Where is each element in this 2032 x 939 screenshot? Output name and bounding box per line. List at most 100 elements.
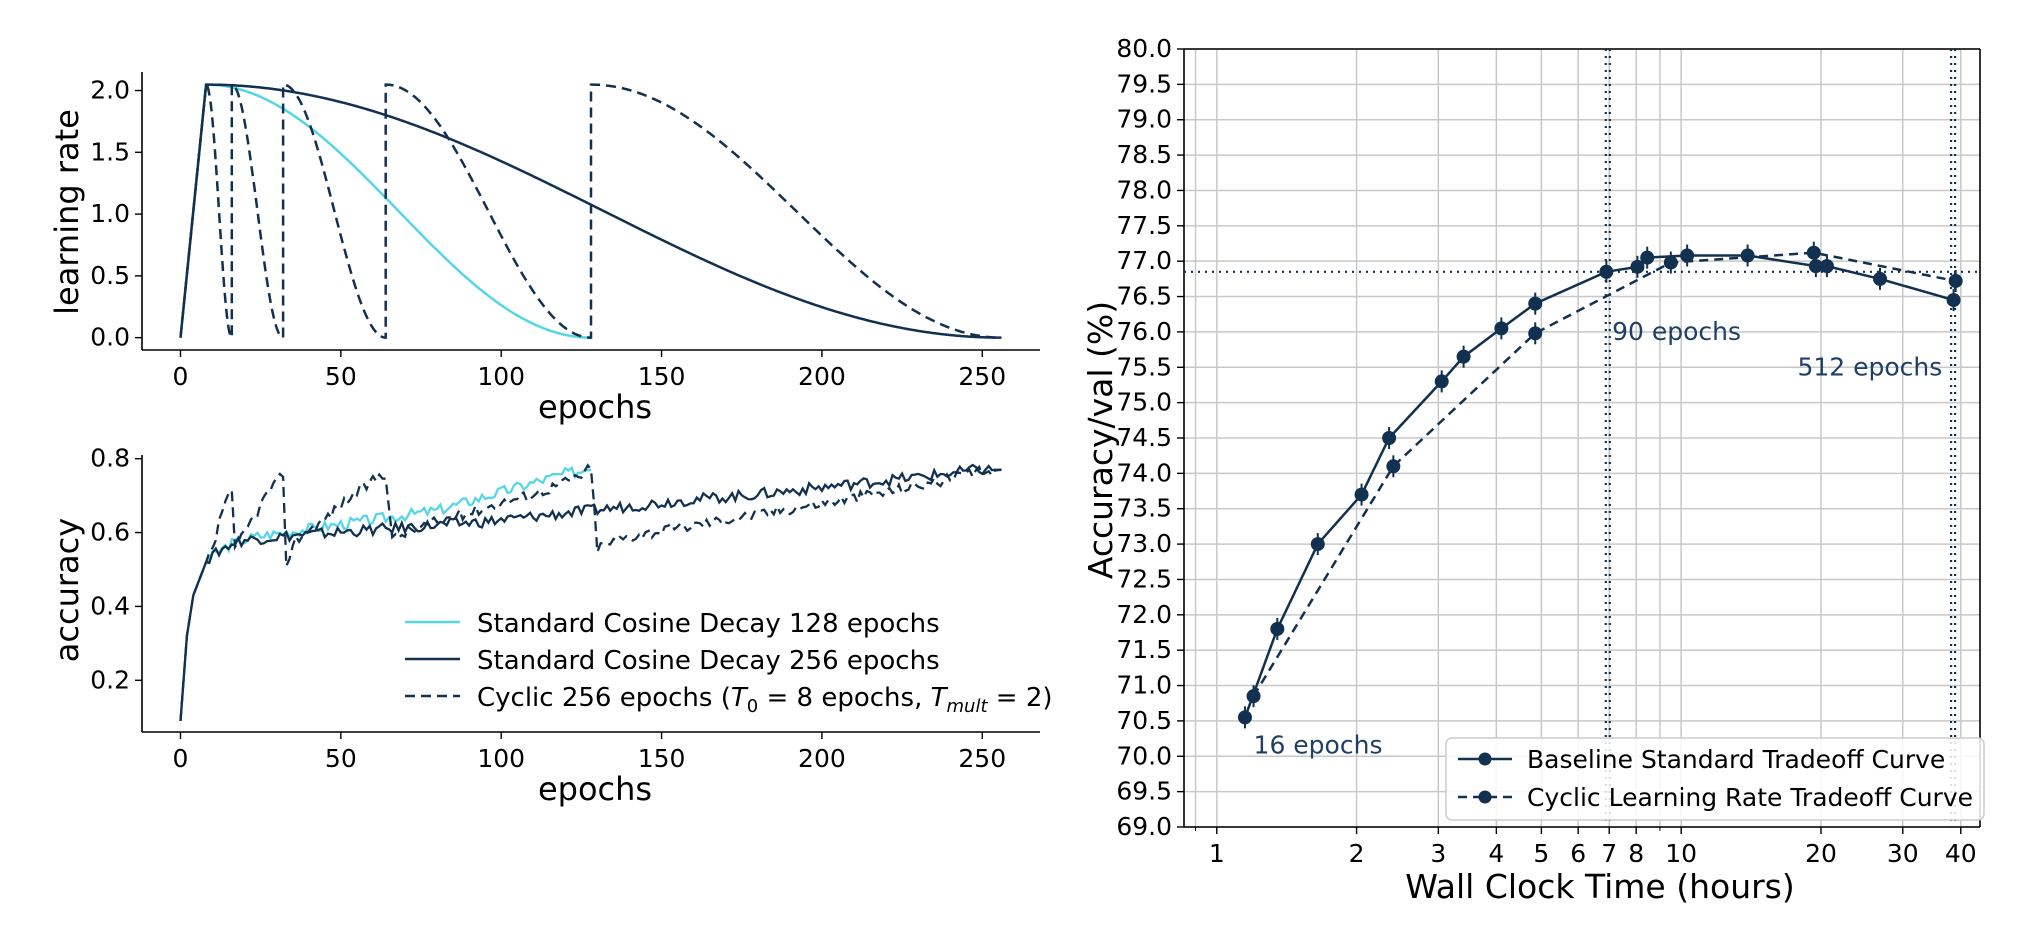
tradeoff-data-point [1740, 248, 1755, 263]
lr-x-axis-label: epochs [538, 388, 652, 426]
y-tick-label: 0.6 [90, 518, 130, 547]
acc-series-line-2 [179, 463, 1002, 721]
tradeoff-data-point [1310, 537, 1325, 552]
tradeoff-data-point [1434, 374, 1449, 389]
tradeoff-data-point [1528, 296, 1543, 311]
legend-label-cosine-128: Standard Cosine Decay 128 epochs [477, 609, 940, 639]
y-tick-label: 76.5 [1116, 282, 1172, 311]
y-tick-label: 75.5 [1116, 352, 1172, 381]
legend-marker-cyclic [1478, 790, 1492, 804]
x-tick-label: 5 [1533, 839, 1549, 868]
x-tick-label: 0 [173, 362, 189, 391]
x-tick-label: 40 [1945, 839, 1977, 868]
accuracy-legend: Standard Cosine Decay 128 epochs Standar… [405, 609, 1053, 717]
y-tick-label: 72.0 [1116, 600, 1172, 629]
y-tick-label: 71.5 [1116, 635, 1172, 664]
x-tick-label: 150 [638, 362, 686, 391]
y-tick-label: 79.0 [1116, 105, 1172, 134]
tradeoff-y-axis-label: Accuracy/val (%) [1081, 301, 1120, 579]
legend-label-cyclic-256: Cyclic 256 epochs (T0 = 8 epochs, Tmult … [477, 683, 1053, 717]
x-tick-label: 250 [958, 362, 1006, 391]
tradeoff-data-point [1680, 248, 1695, 263]
tradeoff-data-point [1354, 487, 1369, 502]
tradeoff-data-point [1946, 293, 1961, 308]
tradeoff-data-point [1528, 326, 1543, 341]
y-tick-label: 73.0 [1116, 529, 1172, 558]
x-tick-label: 250 [958, 744, 1006, 773]
tradeoff-data-point [1819, 259, 1834, 274]
tradeoff-series-line-0 [1243, 254, 1954, 718]
x-tick-label: 4 [1488, 839, 1504, 868]
y-tick-label: 80.0 [1116, 34, 1172, 63]
tradeoff-data-point [1630, 259, 1645, 274]
lr-series-line-2 [179, 82, 1002, 341]
y-tick-label: 69.5 [1116, 777, 1172, 806]
learning-rate-chart: 0 50 100 150 200 250 0.0 0.5 1.0 1.5 2.0 epochs le… [48, 72, 1040, 426]
x-tick-label: 8 [1628, 839, 1644, 868]
tradeoff-data-point [1873, 271, 1888, 286]
y-tick-label: 0.8 [90, 444, 130, 473]
tradeoff-data-point [1599, 264, 1614, 279]
y-tick-label: 72.5 [1116, 564, 1172, 593]
tradeoff-data-point [1382, 431, 1397, 445]
x-tick-label: 100 [477, 362, 525, 391]
tradeoff-data-point [1808, 259, 1823, 274]
y-tick-label: 70.0 [1116, 741, 1172, 770]
x-tick-label: 50 [325, 744, 357, 773]
y-tick-label: 78.5 [1116, 140, 1172, 169]
tradeoff-annotation-2: 512 epochs [1797, 352, 1942, 381]
acc-x-axis-label: epochs [538, 770, 652, 808]
tradeoff-chart: 1 2 3 4 5 6 7 8 10 20 30 40 69.0 69.5 70.0 70.5 71.0 71.5… [1081, 34, 1985, 906]
tradeoff-x-axis-label: Wall Clock Time (hours) [1405, 867, 1795, 906]
x-tick-label: 200 [798, 744, 846, 773]
x-tick-label: 50 [325, 362, 357, 391]
y-tick-label: 1.5 [90, 137, 130, 166]
tradeoff-series-line-1 [1252, 251, 1956, 697]
accuracy-chart: 0 50 100 150 200 250 0.2 0.4 0.6 0.8 epochs accur… [48, 444, 1053, 808]
tradeoff-data-point [1456, 349, 1471, 364]
x-tick-label: 30 [1887, 839, 1919, 868]
x-tick-label: 7 [1601, 839, 1617, 868]
y-tick-label: 69.0 [1116, 812, 1172, 841]
tradeoff-data-point [1386, 459, 1401, 474]
y-tick-label: 0.0 [90, 323, 130, 352]
acc-y-axis-label: accuracy [48, 518, 86, 662]
y-tick-label: 77.5 [1116, 211, 1172, 240]
tradeoff-data-point [1270, 621, 1285, 636]
tradeoff-data-point [1806, 245, 1821, 260]
y-tick-label: 74.0 [1116, 458, 1172, 487]
tradeoff-data-point [1663, 255, 1678, 270]
y-tick-label: 2.0 [90, 76, 130, 105]
tradeoff-data-point [1640, 250, 1655, 265]
acc-series-line-1 [179, 463, 1002, 721]
y-tick-label: 77.0 [1116, 246, 1172, 275]
legend-label-baseline: Baseline Standard Tradeoff Curve [1527, 745, 1945, 774]
y-tick-label: 0.2 [90, 665, 130, 694]
y-tick-label: 76.0 [1116, 317, 1172, 346]
legend-label-cyclic: Cyclic Learning Rate Tradeoff Curve [1527, 783, 1973, 812]
x-tick-label: 20 [1805, 839, 1837, 868]
tradeoff-legend: Baseline Standard Tradeoff Curve Cyclic … [1445, 737, 1985, 821]
x-tick-label: 150 [638, 744, 686, 773]
y-tick-label: 70.5 [1116, 706, 1172, 735]
y-tick-label: 73.5 [1116, 494, 1172, 523]
legend-marker-baseline [1478, 752, 1492, 766]
legend-label-cosine-256: Standard Cosine Decay 256 epochs [477, 646, 940, 676]
lr-y-axis-label: learning rate [48, 109, 86, 315]
x-tick-label: 2 [1349, 839, 1365, 868]
y-tick-label: 79.5 [1116, 69, 1172, 98]
y-tick-label: 0.5 [90, 261, 130, 290]
tradeoff-data-point [1494, 321, 1509, 336]
tradeoff-data-point [1237, 710, 1252, 725]
x-tick-label: 10 [1665, 839, 1697, 868]
tradeoff-annotation-0: 16 epochs [1254, 731, 1383, 760]
y-tick-label: 78.0 [1116, 175, 1172, 204]
tradeoff-data-point [1948, 273, 1963, 288]
x-tick-label: 6 [1570, 839, 1586, 868]
x-tick-label: 200 [798, 362, 846, 391]
y-tick-label: 74.5 [1116, 423, 1172, 452]
x-tick-label: 100 [477, 744, 525, 773]
y-tick-label: 1.0 [90, 199, 130, 228]
y-tick-label: 71.0 [1116, 671, 1172, 700]
